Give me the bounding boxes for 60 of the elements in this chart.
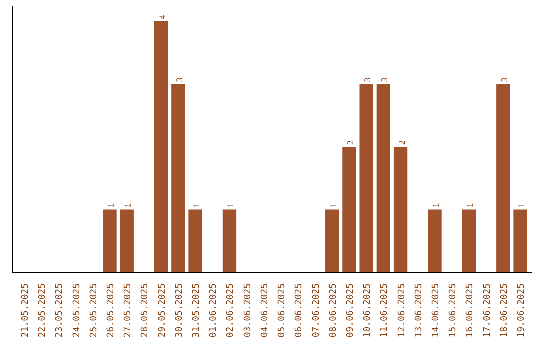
data-label: 1 (106, 203, 116, 208)
bar (496, 84, 510, 272)
bar (428, 210, 442, 272)
data-label: 1 (465, 203, 476, 208)
data-label: 3 (499, 77, 510, 82)
data-label: 3 (362, 77, 373, 82)
data-label: 2 (345, 140, 356, 146)
data-label: 1 (192, 203, 202, 208)
data-label: 3 (380, 77, 390, 82)
x-tick-label: 25.05.2025 (89, 283, 100, 338)
x-tick-label: 29.05.2025 (158, 283, 168, 338)
x-tick-label: 28.05.2025 (140, 283, 151, 338)
bar (222, 210, 237, 272)
x-tick-label: 14.06.2025 (432, 283, 442, 338)
x-tick-label: 06.06.2025 (294, 283, 305, 338)
x-tick-label: 07.06.2025 (312, 283, 322, 338)
x-tick-label: 09.06.2025 (346, 283, 356, 338)
x-tick-label: 10.06.2025 (363, 283, 374, 338)
x-tick-label: 31.05.2025 (192, 283, 202, 338)
x-tick-label: 23.05.2025 (55, 283, 66, 338)
bar (103, 210, 117, 272)
data-label: 4 (157, 14, 168, 20)
data-label: 1 (431, 203, 441, 208)
x-tick-label: 05.06.2025 (278, 283, 288, 338)
x-tick-label: 18.06.2025 (500, 283, 510, 338)
bar (360, 84, 374, 272)
x-tick-label: 02.06.2025 (226, 283, 236, 338)
bar (342, 147, 356, 272)
x-tick-label: 27.05.2025 (124, 283, 134, 338)
x-tick-label: 15.06.2025 (448, 283, 459, 338)
x-tick-label: 19.06.2025 (517, 283, 528, 338)
bar (462, 210, 476, 272)
x-tick-label: 17.06.2025 (482, 283, 493, 338)
x-tick-label: 04.06.2025 (260, 283, 270, 338)
data-label: 2 (396, 140, 407, 146)
x-tick-label: 01.06.2025 (209, 283, 220, 338)
bar (326, 210, 340, 272)
x-tick-label: 11.06.2025 (380, 283, 390, 338)
data-label: 1 (516, 203, 527, 208)
x-tick-label: 26.05.2025 (106, 283, 116, 338)
bar (514, 210, 528, 272)
x-tick-label: 12.06.2025 (397, 283, 408, 338)
data-label: 1 (226, 203, 236, 208)
x-tick-label: 21.05.2025 (20, 283, 31, 338)
data-label: 1 (123, 203, 134, 208)
data-label: 1 (328, 203, 338, 208)
x-tick-label: 16.06.2025 (466, 283, 476, 338)
data-label: 3 (174, 77, 184, 82)
x-tick-label: 24.05.2025 (72, 283, 82, 338)
bar (154, 22, 168, 272)
bar (394, 147, 408, 272)
bar (172, 84, 186, 272)
x-tick-label: 08.06.2025 (328, 283, 339, 338)
bar (120, 210, 134, 272)
x-tick-label: 03.06.2025 (243, 283, 254, 338)
bar (188, 210, 202, 272)
x-tick-label: 22.05.2025 (38, 283, 48, 338)
x-tick-label: 13.06.2025 (414, 283, 424, 338)
bar (376, 84, 391, 272)
x-tick-label: 30.05.2025 (174, 283, 185, 338)
